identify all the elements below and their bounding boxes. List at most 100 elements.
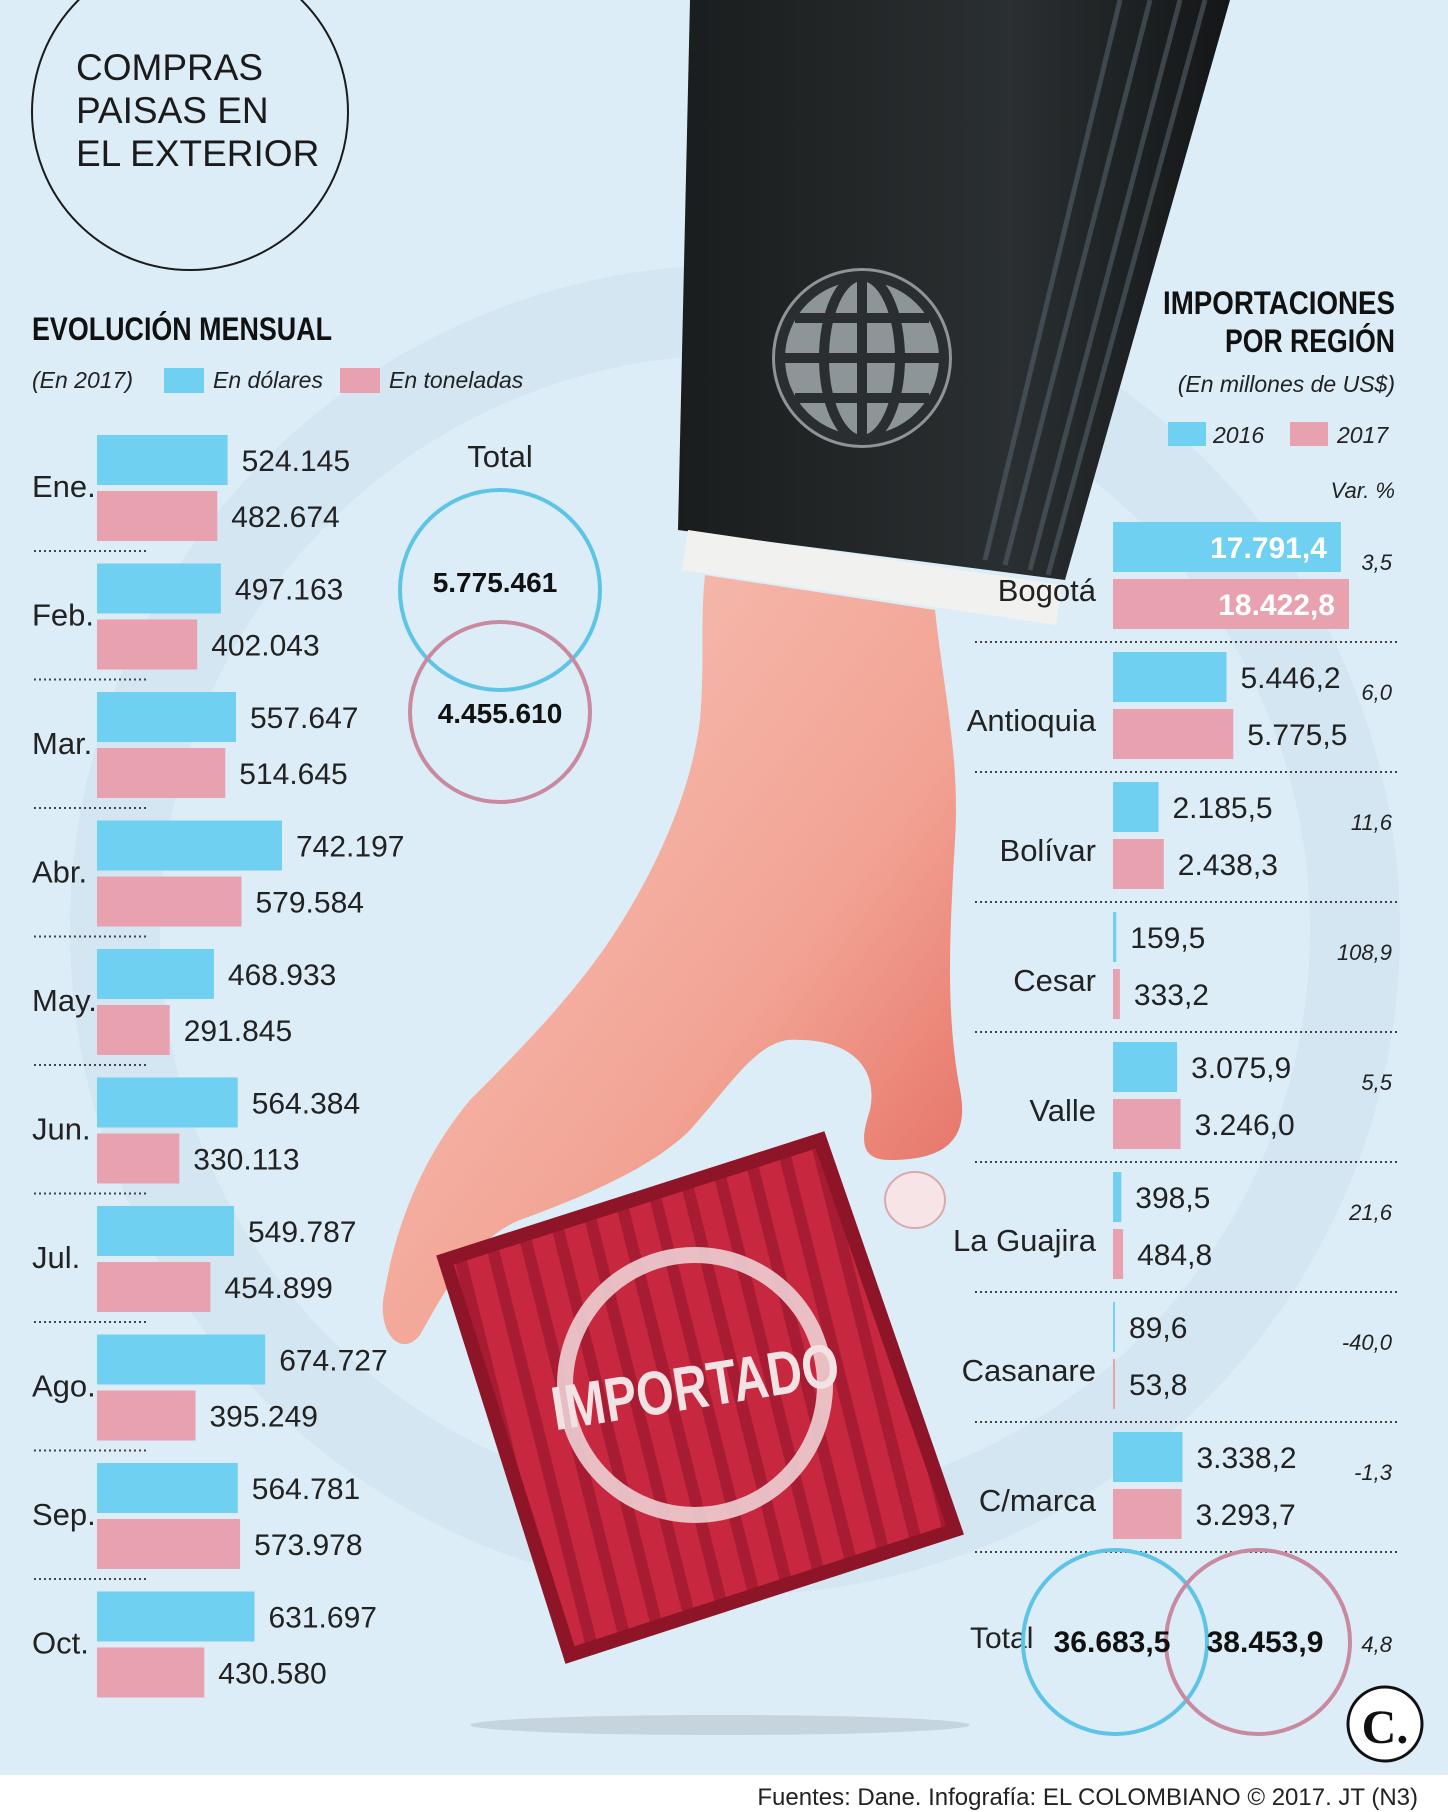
bar-2017 xyxy=(1113,1489,1182,1539)
shirt-cuff xyxy=(682,530,1062,625)
bar-2017 xyxy=(1113,969,1120,1019)
value-2016: 159,5 xyxy=(1130,922,1205,955)
legend-swatch-2017 xyxy=(1290,422,1328,446)
shipping-container xyxy=(436,1131,964,1664)
legend-swatch-dollars xyxy=(164,368,204,393)
bar-tons xyxy=(97,1133,180,1184)
container-shadow xyxy=(470,1715,970,1735)
logo-text: C. xyxy=(1362,1701,1409,1754)
value-tons: 430.580 xyxy=(218,1658,326,1691)
fingernail xyxy=(884,1171,946,1229)
bar-2016 xyxy=(1113,1432,1183,1482)
regional-total-var: 4,8 xyxy=(1361,1632,1392,1657)
bar-dollars xyxy=(97,563,221,614)
value-2016: 3.075,9 xyxy=(1191,1052,1291,1085)
value-dollars: 564.781 xyxy=(252,1473,360,1506)
value-2017: 3.293,7 xyxy=(1196,1499,1296,1532)
value-tons: 454.899 xyxy=(224,1272,332,1305)
bar-2016 xyxy=(1113,522,1341,572)
value-2017: 333,2 xyxy=(1134,979,1209,1012)
bar-dollars xyxy=(97,435,228,485)
monthly-bar-chart: Ene. 524.145 482.674 Feb. 497.163 402.043 Mar.… xyxy=(32,435,404,1698)
region-label: C/marca xyxy=(979,1483,1097,1518)
var-pct-header: Var. % xyxy=(1331,478,1395,503)
value-tons: 579.584 xyxy=(256,887,364,920)
bar-tons xyxy=(97,1647,205,1698)
bar-2017 xyxy=(1113,1359,1115,1409)
region-label: Bolívar xyxy=(1000,833,1096,868)
month-label: Jul. xyxy=(32,1240,80,1275)
regional-bar-chart: Bogotá 17.791,4 18.422,8 3,5 Antioquia 5.446,… xyxy=(953,522,1398,1553)
bar-dollars xyxy=(97,1334,266,1385)
total-dollars: 5.775.461 xyxy=(433,567,558,598)
bar-tons xyxy=(97,1262,211,1312)
bar-dollars xyxy=(97,692,236,742)
bar-dollars xyxy=(97,1463,238,1513)
value-tons: 330.113 xyxy=(193,1144,299,1177)
month-label: Abr. xyxy=(32,855,87,890)
value-2017: 484,8 xyxy=(1137,1239,1212,1272)
regional-total-2017: 38.453,9 xyxy=(1207,1626,1324,1659)
value-2016: 398,5 xyxy=(1135,1182,1210,1215)
region-label: Valle xyxy=(1029,1093,1096,1128)
value-tons: 395.249 xyxy=(210,1401,318,1434)
legend-label-tons: En toneladas xyxy=(389,367,524,393)
month-label: Mar. xyxy=(32,726,92,761)
legend-label-2017: 2017 xyxy=(1336,422,1389,448)
value-dollars: 524.145 xyxy=(242,445,350,478)
region-label: Cesar xyxy=(1013,963,1096,998)
legend-label-2016: 2016 xyxy=(1212,422,1264,448)
regional-heading-line-1: IMPORTACIONES xyxy=(1163,285,1395,321)
value-dollars: 549.787 xyxy=(248,1216,356,1249)
var-pct-value: 108,9 xyxy=(1337,940,1392,965)
bar-tons xyxy=(97,876,242,927)
month-label: Sep. xyxy=(32,1497,96,1532)
bar-2016 xyxy=(1113,782,1159,832)
regional-total-2016: 36.683,5 xyxy=(1054,1626,1171,1659)
month-label: Oct. xyxy=(32,1626,89,1661)
title-line-3: EL EXTERIOR xyxy=(76,133,319,174)
value-2017: 3.246,0 xyxy=(1195,1109,1295,1142)
bar-2017 xyxy=(1113,839,1164,889)
bar-tons xyxy=(97,1005,170,1055)
monthly-heading: EVOLUCIÓN MENSUAL xyxy=(32,311,332,347)
value-tons: 573.978 xyxy=(254,1529,362,1562)
value-dollars: 631.697 xyxy=(269,1602,377,1635)
var-pct-value: 5,5 xyxy=(1361,1070,1392,1095)
logo-badge xyxy=(1346,1685,1424,1763)
month-label: Ene. xyxy=(32,469,96,504)
bar-2016 xyxy=(1113,1302,1115,1352)
value-2016: 2.185,5 xyxy=(1173,792,1273,825)
month-label: Jun. xyxy=(32,1112,91,1147)
var-pct-value: -40,0 xyxy=(1342,1330,1393,1355)
total-circle-tons xyxy=(408,620,592,804)
value-2017: 53,8 xyxy=(1129,1369,1187,1402)
bar-tons xyxy=(97,491,218,541)
value-tons: 402.043 xyxy=(211,630,319,663)
regional-heading-line-2: POR REGIÓN xyxy=(1225,323,1395,359)
value-tons: 514.645 xyxy=(239,758,347,791)
bar-2017 xyxy=(1113,579,1349,629)
globe-icon xyxy=(772,268,952,448)
legend-label-dollars: En dólares xyxy=(213,367,323,393)
var-pct-value: 6,0 xyxy=(1361,680,1392,705)
monthly-subtitle: (En 2017) xyxy=(32,367,133,393)
region-label: Casanare xyxy=(962,1353,1096,1388)
value-tons: 291.845 xyxy=(184,1015,292,1048)
hand xyxy=(382,575,963,1345)
bar-2017 xyxy=(1113,709,1234,759)
total-tons: 4.455.610 xyxy=(438,698,563,729)
arm-illustration: IMPORTADO xyxy=(382,0,1230,1735)
bar-tons xyxy=(97,748,226,798)
var-pct-value: 11,6 xyxy=(1351,810,1393,835)
regional-subtitle: (En millones de US$) xyxy=(1178,371,1395,397)
month-label: Feb. xyxy=(32,598,94,633)
bar-2017 xyxy=(1113,1099,1181,1149)
bar-tons xyxy=(97,1519,241,1569)
value-2017: 2.438,3 xyxy=(1178,849,1278,882)
var-pct-value: -1,3 xyxy=(1354,1460,1393,1485)
bar-2016 xyxy=(1113,1042,1178,1092)
value-dollars: 497.163 xyxy=(235,574,343,607)
bar-tons xyxy=(97,619,198,670)
